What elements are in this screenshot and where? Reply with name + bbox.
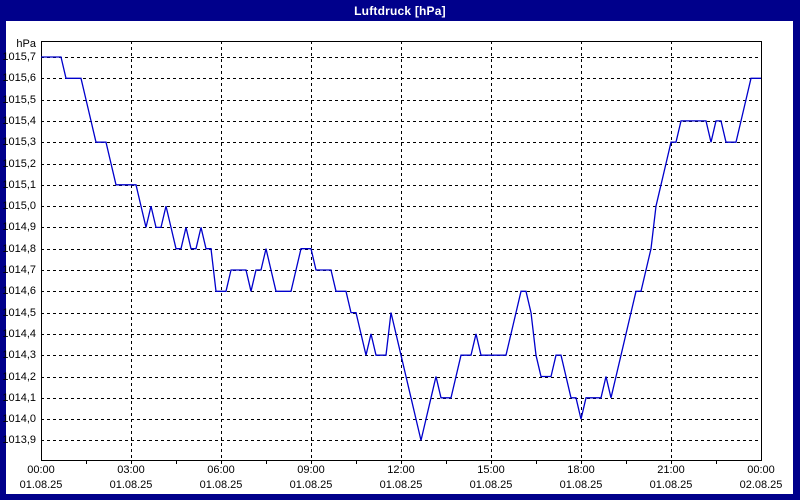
y-axis-tick-label: 1015,7 bbox=[2, 51, 36, 63]
y-axis-tick-label: 1014,7 bbox=[2, 264, 36, 276]
x-axis-date-label: 01.08.25 bbox=[109, 479, 153, 491]
x-axis-time-label: 06:00 bbox=[207, 464, 235, 476]
window-title: Luftdruck [hPa] bbox=[354, 3, 446, 18]
y-axis-tick-label: 1014,3 bbox=[2, 349, 36, 361]
y-axis-tick-label: 1015,4 bbox=[2, 115, 36, 127]
x-axis-date-label: 01.08.25 bbox=[469, 479, 513, 491]
x-axis-date-label: 02.08.25 bbox=[739, 479, 783, 491]
y-axis-tick-label: 1014,1 bbox=[2, 392, 36, 404]
y-axis-tick-label: 1015,3 bbox=[2, 136, 36, 148]
x-axis-date-label: 01.08.25 bbox=[559, 479, 603, 491]
y-axis-tick-label: 1015,6 bbox=[2, 72, 36, 84]
y-axis-tick-label: 1013,9 bbox=[2, 434, 36, 446]
y-axis-tick-label: 1015,1 bbox=[2, 179, 36, 191]
y-axis-tick-label: 1014,5 bbox=[2, 307, 36, 319]
x-axis-time-label: 09:00 bbox=[297, 464, 325, 476]
x-axis-time-label: 21:00 bbox=[657, 464, 685, 476]
x-axis-time-label: 12:00 bbox=[387, 464, 415, 476]
y-axis-tick-label: 1014,6 bbox=[2, 285, 36, 297]
x-axis-time-label: 18:00 bbox=[567, 464, 595, 476]
window-titlebar: Luftdruck [hPa] bbox=[0, 0, 800, 21]
y-axis-tick-label: 1015,2 bbox=[2, 158, 36, 170]
x-axis-date-label: 01.08.25 bbox=[19, 479, 63, 491]
y-axis-tick-label: 1014,8 bbox=[2, 243, 36, 255]
y-axis-tick-label: 1014,0 bbox=[2, 413, 36, 425]
x-axis-date-label: 01.08.25 bbox=[649, 479, 693, 491]
y-axis-tick-label: 1014,2 bbox=[2, 371, 36, 383]
x-axis-time-label: 00:00 bbox=[747, 464, 775, 476]
x-axis-time-label: 00:00 bbox=[27, 464, 55, 476]
x-axis-time-label: 03:00 bbox=[117, 464, 145, 476]
y-axis-tick-label: 1015,0 bbox=[2, 200, 36, 212]
plot-background bbox=[6, 21, 793, 494]
y-axis-unit-label: hPa bbox=[16, 38, 36, 50]
y-axis-tick-label: 1015,5 bbox=[2, 94, 36, 106]
x-axis-date-label: 01.08.25 bbox=[289, 479, 333, 491]
x-axis-date-label: 01.08.25 bbox=[379, 479, 423, 491]
x-axis-time-label: 15:00 bbox=[477, 464, 505, 476]
x-axis-date-label: 01.08.25 bbox=[199, 479, 243, 491]
y-axis-tick-label: 1014,4 bbox=[2, 328, 36, 340]
y-axis-tick-label: 1014,9 bbox=[2, 221, 36, 233]
